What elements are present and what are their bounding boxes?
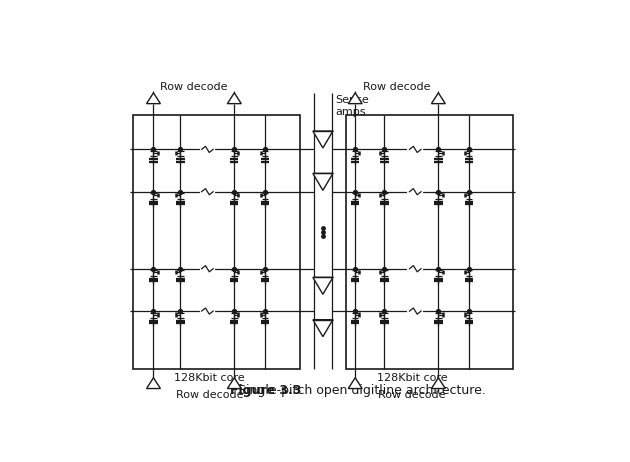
Polygon shape (348, 93, 362, 103)
Polygon shape (432, 378, 445, 389)
Bar (133, 115, 300, 369)
Text: Row decode: Row decode (176, 390, 243, 401)
Text: Single-pitch open digitline architecture.: Single-pitch open digitline architecture… (231, 384, 486, 397)
Polygon shape (147, 93, 161, 103)
Text: Figure 3.3: Figure 3.3 (231, 384, 302, 397)
Polygon shape (227, 93, 241, 103)
Polygon shape (227, 378, 241, 389)
Text: Row decode: Row decode (160, 82, 227, 91)
Text: Sense
amps: Sense amps (335, 96, 369, 117)
Text: Row decode: Row decode (379, 390, 446, 401)
Polygon shape (147, 378, 161, 389)
Text: 128Kbit core: 128Kbit core (377, 373, 447, 383)
Polygon shape (313, 173, 333, 190)
Polygon shape (313, 277, 333, 294)
Polygon shape (348, 378, 362, 389)
Text: Row decode: Row decode (363, 82, 430, 91)
Polygon shape (313, 131, 333, 148)
Polygon shape (432, 93, 445, 103)
Polygon shape (313, 320, 333, 337)
Bar (346, 115, 513, 369)
Text: 128Kbit core: 128Kbit core (174, 373, 244, 383)
